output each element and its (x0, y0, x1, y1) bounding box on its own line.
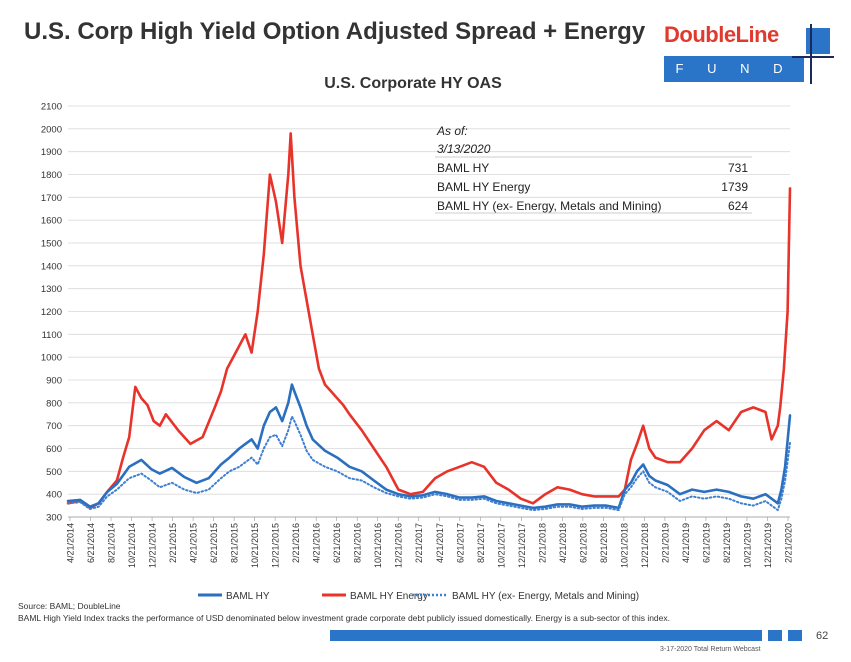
annotation-row-value: 731 (728, 161, 748, 175)
x-tick-label: 12/21/2014 (148, 523, 158, 568)
series-line-2 (67, 415, 791, 512)
annotation-row-label: BAML HY (437, 161, 489, 175)
x-tick-label: 10/21/2019 (742, 523, 752, 568)
legend-label-baml-hy: BAML HY (226, 591, 270, 602)
as-of-annotation: As of: 3/13/2020 BAML HY 731 BAML HY Ene… (435, 124, 752, 214)
x-tick-label: 8/21/2015 (230, 523, 240, 563)
x-axis-ticks: 4/21/2014 6/21/2014 8/21/2014 10/21/2014 12/… (66, 517, 794, 568)
x-tick-label: 12/21/2015 (271, 523, 281, 568)
x-tick-label: 4/21/2018 (558, 523, 568, 563)
x-tick-label: 10/21/2018 (619, 523, 629, 568)
x-tick-label: 12/21/2018 (640, 523, 650, 568)
oas-chart: U.S. Corporate HY OAS 300 400 500 600 700 800… (41, 75, 794, 602)
source-note: Source: BAML; DoubleLine (18, 601, 121, 611)
x-tick-label: 8/21/2016 (353, 523, 363, 563)
y-tick-label: 1400 (41, 261, 62, 272)
y-tick-label: 1200 (41, 307, 62, 318)
legend-label-energy: BAML HY Energy (350, 591, 428, 602)
series-line-1 (66, 132, 792, 510)
logo-name: DoubleLine (664, 22, 779, 47)
y-tick-label: 700 (46, 421, 62, 432)
x-tick-label: 8/21/2017 (476, 523, 486, 563)
x-tick-label: 2/21/2015 (168, 523, 178, 563)
series-line-0 (66, 383, 792, 510)
y-tick-label: 300 (46, 513, 62, 524)
x-tick-label: 6/21/2019 (701, 523, 711, 563)
x-tick-label: 6/21/2018 (578, 523, 588, 563)
x-tick-label: 2/21/2019 (660, 523, 670, 563)
y-tick-label: 1700 (41, 193, 62, 204)
x-tick-label: 2/21/2017 (414, 523, 424, 563)
series-lines (66, 132, 792, 512)
x-tick-label: 6/21/2015 (209, 523, 219, 563)
grid-lines (68, 105, 790, 518)
y-tick-label: 2000 (41, 124, 62, 135)
x-tick-label: 10/21/2015 (250, 523, 260, 568)
y-tick-label: 500 (46, 467, 62, 478)
x-tick-label: 10/21/2017 (496, 523, 506, 568)
x-tick-label: 8/21/2019 (722, 523, 732, 563)
index-description: BAML High Yield Index tracks the perform… (18, 613, 670, 623)
y-tick-label: 1600 (41, 216, 62, 227)
y-tick-label: 2100 (41, 102, 62, 113)
footer-webcast-label: 3-17-2020 Total Return Webcast (660, 646, 761, 653)
footer-bar-long (330, 630, 762, 641)
y-tick-label: 1500 (41, 239, 62, 250)
chart-legend: BAML HY BAML HY Energy BAML HY (ex- Ener… (198, 591, 639, 602)
annotation-row-label: BAML HY (ex- Energy, Metals and Mining) (437, 199, 662, 213)
logo-line-v (810, 24, 812, 84)
x-tick-label: 2/21/2016 (291, 523, 301, 563)
annotation-row-value: 1739 (721, 180, 748, 194)
annotation-row-value: 624 (728, 199, 748, 213)
x-tick-label: 6/21/2016 (332, 523, 342, 563)
doubleline-logo: DoubleLine F U N D S (664, 20, 834, 102)
x-tick-label: 8/21/2014 (107, 523, 117, 563)
x-tick-label: 12/21/2017 (517, 523, 527, 568)
x-tick-label: 6/21/2017 (455, 523, 465, 563)
footer-bar-short-1 (768, 630, 782, 641)
slide-title: U.S. Corp High Yield Option Adjusted Spr… (24, 18, 646, 45)
y-tick-label: 800 (46, 398, 62, 409)
x-tick-label: 4/21/2015 (189, 523, 199, 563)
x-tick-label: 4/21/2017 (435, 523, 445, 563)
logo-line-h (792, 56, 834, 58)
x-tick-label: 2/21/2018 (537, 523, 547, 563)
x-tick-label: 6/21/2014 (86, 523, 96, 563)
y-tick-label: 900 (46, 376, 62, 387)
annotation-row-label: BAML HY Energy (437, 180, 530, 194)
page-number: 62 (816, 630, 829, 642)
annotation-header-1: As of: (436, 124, 468, 138)
x-tick-label: 2/21/2020 (784, 523, 794, 563)
y-tick-label: 1000 (41, 353, 62, 364)
x-tick-label: 4/21/2014 (66, 523, 76, 563)
x-tick-label: 12/21/2019 (763, 523, 773, 568)
footer-bar-short-2 (788, 630, 802, 641)
y-tick-label: 1300 (41, 284, 62, 295)
x-tick-label: 12/21/2016 (394, 523, 404, 568)
y-tick-label: 1800 (41, 170, 62, 181)
y-tick-label: 400 (46, 490, 62, 501)
y-tick-label: 1100 (42, 330, 62, 341)
annotation-header-2: 3/13/2020 (437, 142, 491, 156)
y-tick-label: 1900 (41, 147, 62, 158)
x-tick-label: 10/21/2014 (127, 523, 137, 568)
x-tick-label: 8/21/2018 (599, 523, 609, 563)
y-tick-label: 600 (46, 444, 62, 455)
chart-title: U.S. Corporate HY OAS (324, 75, 502, 92)
x-tick-label: 10/21/2016 (373, 523, 383, 568)
y-axis-ticks: 300 400 500 600 700 800 900 1000 1100 1200 1300 140… (41, 102, 62, 524)
x-tick-label: 4/21/2019 (681, 523, 691, 563)
legend-label-ex-energy: BAML HY (ex- Energy, Metals and Mining) (452, 591, 639, 602)
x-tick-label: 4/21/2016 (312, 523, 322, 563)
logo-funds-bar: F U N D S (664, 56, 804, 102)
chart-area: U.S. Corporate HY OAS 300 400 500 600 700 800… (0, 60, 851, 620)
